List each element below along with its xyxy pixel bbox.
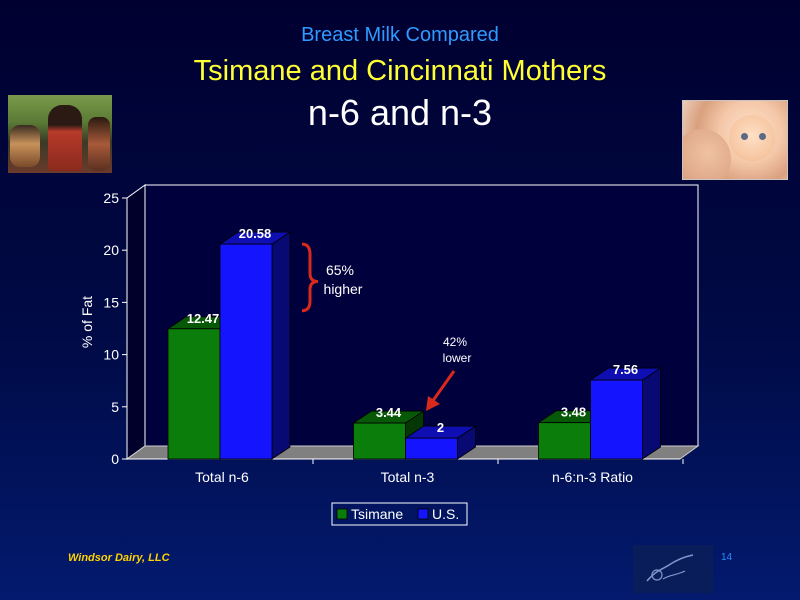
annotation-text: 65% [326, 262, 354, 278]
y-tick-label: 25 [103, 190, 119, 206]
legend-swatch [417, 508, 429, 520]
x-tick-label: Total n-6 [195, 469, 249, 485]
data-label: 2 [437, 420, 444, 435]
bar-tsimane-0 [167, 328, 221, 460]
annotation-text: lower [443, 351, 472, 365]
footer-company: Windsor Dairy, LLC [68, 552, 170, 564]
arrow-head [426, 396, 440, 411]
slide-title: Tsimane and Cincinnati Mothers [193, 55, 607, 87]
brace-annotation [301, 242, 319, 313]
bar-us-1 [405, 437, 458, 460]
tsimane-mother-photo [8, 95, 112, 173]
data-label: 3.44 [376, 405, 402, 420]
company-logo [633, 545, 713, 593]
data-label: 12.47 [187, 311, 220, 326]
legend-label: U.S. [432, 506, 459, 522]
y-tick-label: 10 [103, 347, 119, 363]
bar-us-0 [219, 243, 273, 460]
legend-label: Tsimane [351, 506, 403, 522]
plot-side-wall [126, 184, 146, 460]
data-label: 20.58 [239, 226, 272, 241]
y-tick-label: 0 [111, 451, 119, 467]
bar-us-2 [590, 379, 643, 460]
y-tick-label: 5 [111, 399, 119, 415]
breastfeeding-baby-photo [682, 100, 788, 180]
slide-heading: n-6 and n-3 [307, 92, 493, 133]
x-tick-label: Total n-3 [381, 469, 435, 485]
y-tick-label: 15 [103, 294, 119, 310]
y-tick-label: 20 [103, 242, 119, 258]
page-number: 14 [721, 552, 733, 563]
bar-side-face [271, 231, 291, 460]
annotation-text: higher [324, 281, 363, 297]
legend-box [331, 502, 468, 526]
annotation-text: 42% [443, 335, 467, 349]
arrow-shaft [430, 370, 456, 403]
x-tick-label: n-6:n-3 Ratio [552, 469, 633, 485]
data-label: 3.48 [561, 405, 586, 420]
bar-side-face [642, 367, 661, 460]
legend-swatch [336, 508, 348, 520]
y-axis-label: % of Fat [79, 296, 95, 348]
data-label: 7.56 [613, 362, 638, 377]
slide-subtitle: Breast Milk Compared [301, 24, 499, 46]
bar-tsimane-2 [538, 422, 591, 460]
bar-tsimane-1 [353, 422, 406, 460]
